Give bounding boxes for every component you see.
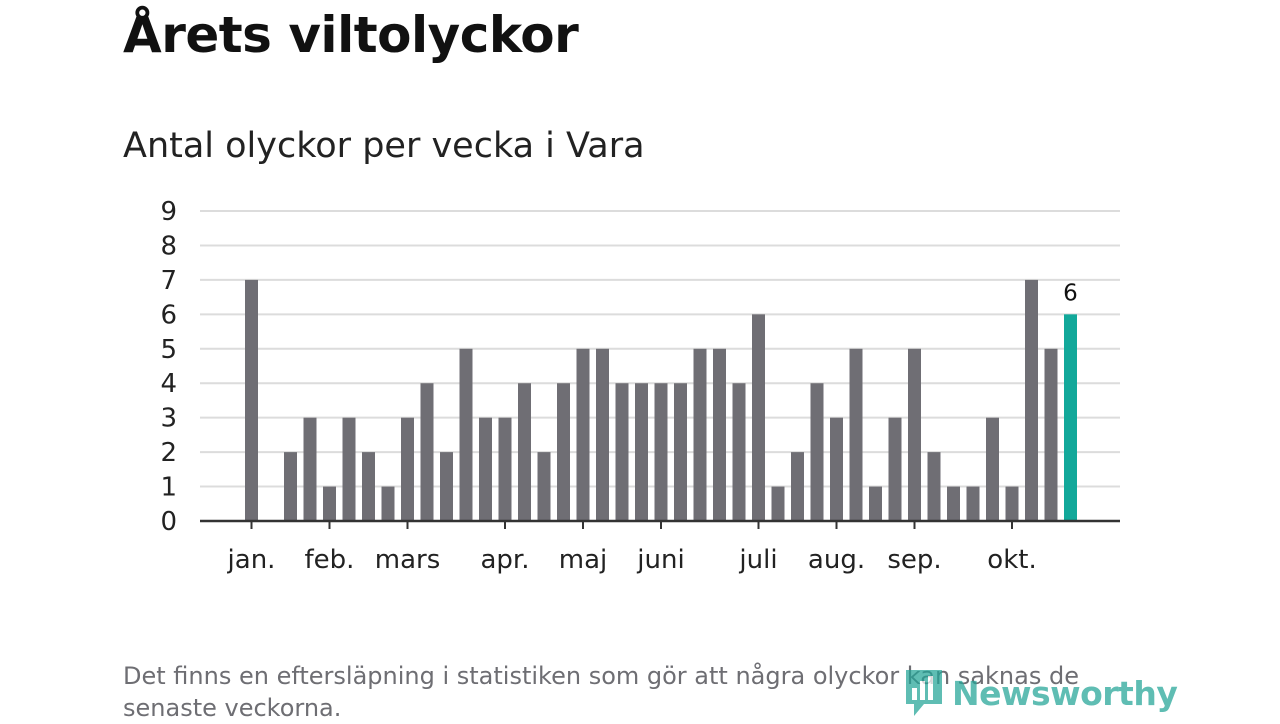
bar [888, 417, 902, 521]
y-tick-label: 4 [160, 369, 177, 399]
bar [342, 417, 356, 521]
bar [479, 417, 492, 521]
bar [284, 452, 297, 521]
bar [674, 383, 687, 521]
bar [323, 486, 336, 521]
bar [362, 452, 375, 521]
bar [557, 383, 570, 521]
x-tick-label: juni [636, 545, 684, 575]
bar [810, 383, 824, 521]
bar [947, 486, 960, 521]
bar [596, 348, 609, 521]
y-tick-label: 7 [160, 266, 177, 296]
bar [693, 348, 707, 521]
bar [869, 486, 882, 521]
x-tick-label: aug. [808, 545, 865, 575]
y-tick-label: 9 [160, 197, 177, 227]
bar [1005, 486, 1019, 521]
bar [537, 452, 551, 521]
y-axis-ticks: 0 1 2 3 4 5 6 7 8 9 [160, 197, 177, 537]
bar [381, 486, 395, 521]
x-tick-label: juli [738, 545, 777, 575]
bar [498, 417, 512, 521]
x-tick-label: jan. [227, 545, 276, 575]
bar [635, 383, 648, 521]
bar [771, 486, 785, 521]
bar [1044, 348, 1058, 521]
bar [245, 279, 258, 521]
bar [966, 486, 980, 521]
bar [1025, 279, 1038, 521]
x-tick-label: okt. [987, 545, 1036, 575]
newsworthy-logo-icon [906, 670, 942, 716]
bar [927, 452, 941, 521]
x-tick-label: feb. [305, 545, 355, 575]
bar [752, 314, 765, 521]
bar [401, 417, 414, 521]
bar [459, 348, 473, 521]
bar [791, 452, 804, 521]
bars [245, 279, 1077, 521]
bar [732, 383, 746, 521]
chart-title: Årets viltolyckor [123, 6, 579, 64]
y-tick-label: 1 [160, 473, 177, 503]
y-tick-label: 6 [160, 300, 177, 330]
bar [518, 383, 531, 521]
bar [303, 417, 317, 521]
bar [440, 452, 453, 521]
bar [713, 348, 726, 521]
bar-latest-week [1064, 314, 1077, 521]
data-label-latest: 6 [1063, 280, 1078, 306]
bar [654, 383, 668, 521]
y-tick-label: 3 [160, 404, 177, 434]
y-tick-label: 8 [160, 231, 177, 261]
bar [986, 417, 999, 521]
x-axis: jan. feb. mars apr. maj juni juli aug. sep. okt. [200, 519, 1120, 575]
bar [849, 348, 863, 521]
data-labels: 6 [1063, 280, 1078, 306]
y-tick-label: 0 [160, 507, 177, 537]
x-tick-label: mars [375, 545, 441, 575]
bar [615, 383, 629, 521]
logo-text: Newsworthy [952, 673, 1178, 713]
bar [908, 348, 921, 521]
newsworthy-logo: Newsworthy [904, 668, 1178, 718]
x-tick-label: sep. [887, 545, 941, 575]
bar [830, 417, 843, 521]
y-tick-label: 2 [160, 438, 177, 468]
y-tick-label: 5 [160, 335, 177, 365]
bar [576, 348, 590, 521]
x-tick-label: apr. [480, 545, 529, 575]
chart-subtitle: Antal olyckor per vecka i Vara [123, 126, 645, 166]
bar [420, 383, 434, 521]
x-tick-label: maj [559, 545, 607, 575]
